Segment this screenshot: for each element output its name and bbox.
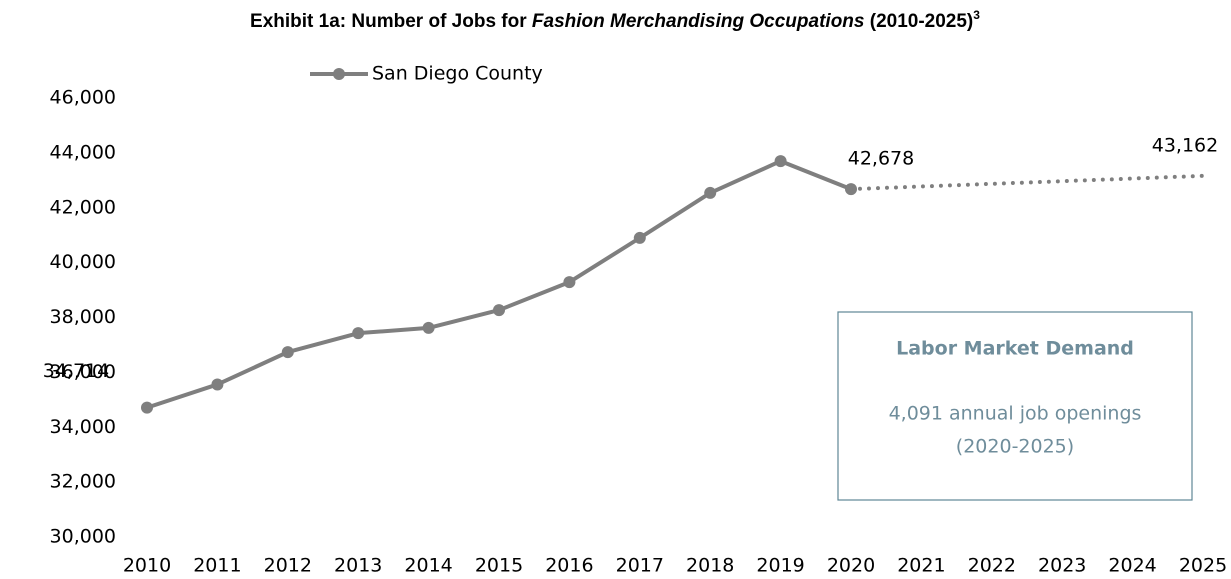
annotation-box — [837, 311, 1193, 501]
x-tick-label: 2020 — [827, 555, 875, 577]
point-marker — [774, 155, 787, 168]
y-tick-label: 42,000 — [50, 196, 116, 218]
title-part: Exhibit 1a: Number of Jobs for — [250, 11, 532, 32]
chart-title: Exhibit 1a: Number of Jobs for Fashion M… — [250, 8, 980, 32]
point-marker — [352, 327, 365, 340]
y-tick-label: 40,000 — [50, 251, 116, 273]
point-marker — [704, 186, 717, 199]
data-label: 34,714 — [43, 360, 109, 382]
x-tick-label: 2021 — [897, 555, 945, 577]
point-marker — [563, 276, 576, 289]
x-tick-label: 2022 — [968, 555, 1016, 577]
x-tick-label: 2019 — [756, 555, 804, 577]
title-footnote: 3 — [973, 8, 980, 22]
title-part: (2010-2025) — [864, 11, 973, 32]
x-tick-label: 2015 — [475, 555, 523, 577]
y-tick-label: 46,000 — [50, 87, 116, 109]
annotation-line: 4,091 annual job openings — [889, 403, 1142, 425]
y-tick-label: 34,000 — [50, 416, 116, 438]
series-line — [849, 173, 1205, 192]
annotation-title: Labor Market Demand — [896, 338, 1134, 360]
annotation-line: (2020-2025) — [956, 436, 1074, 458]
y-tick-label: 38,000 — [50, 306, 116, 328]
title-part: Fashion Merchandising Occupations — [532, 11, 865, 32]
point-marker — [211, 378, 224, 391]
legend-label: San Diego County — [372, 63, 543, 85]
point-marker — [141, 401, 153, 414]
y-tick-label: 44,000 — [50, 141, 116, 163]
x-tick-label: 2018 — [686, 555, 734, 577]
y-tick-label: 32,000 — [50, 471, 116, 493]
x-tick-label: 2010 — [123, 555, 171, 577]
x-tick-label: 2016 — [545, 555, 593, 577]
x-tick-label: 2017 — [616, 555, 664, 577]
point-marker — [422, 321, 435, 334]
series-line — [146, 159, 852, 410]
point-marker — [281, 346, 294, 359]
x-tick-label: 2024 — [1108, 555, 1156, 577]
x-tick-label: 2025 — [1179, 555, 1227, 577]
point-marker — [493, 304, 505, 317]
y-tick-label: 30,000 — [50, 526, 116, 548]
point-marker — [633, 231, 646, 244]
x-tick-label: 2012 — [264, 555, 312, 577]
x-tick-label: 2023 — [1038, 555, 1086, 577]
data-label: 42,678 — [848, 148, 914, 170]
x-tick-label: 2014 — [404, 555, 452, 577]
data-label: 43,162 — [1152, 134, 1218, 156]
x-tick-label: 2011 — [193, 555, 241, 577]
legend-marker — [333, 68, 345, 80]
y-tick-label: 36,000 — [50, 361, 116, 383]
x-tick-label: 2013 — [334, 555, 382, 577]
